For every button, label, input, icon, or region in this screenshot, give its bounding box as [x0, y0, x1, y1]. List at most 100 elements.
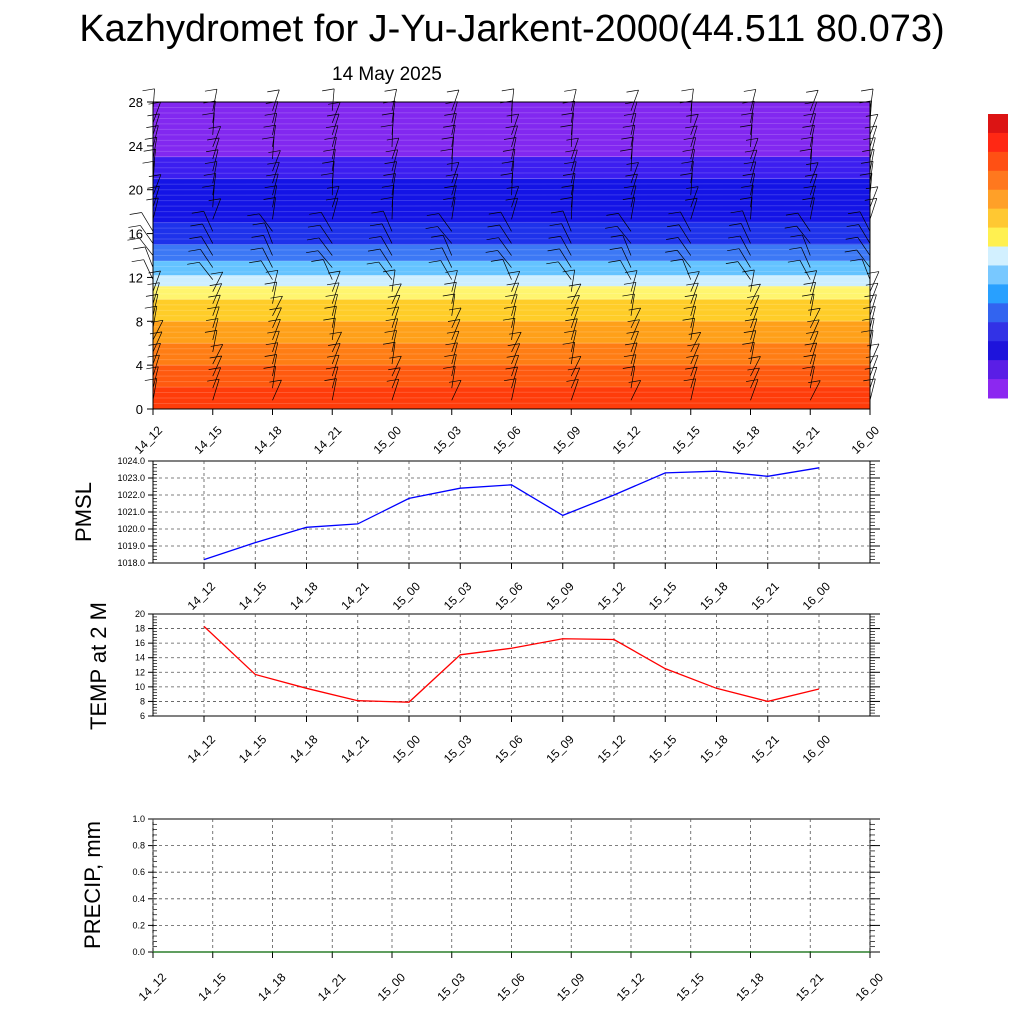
wind-barb-flag: [866, 271, 880, 274]
y-axis-label: PRECIP, mm: [80, 821, 105, 949]
wind-barb-flag: [548, 235, 561, 239]
x-tick-label: 15_06: [492, 732, 526, 766]
wind-barb-flag: [506, 186, 519, 189]
wind-barb: [437, 226, 453, 244]
contour-line: [152, 210, 871, 213]
wind-barb: [379, 248, 393, 268]
wind-barb: [809, 270, 818, 292]
wind-barb: [690, 332, 702, 353]
wind-barb-flag: [745, 306, 759, 310]
wind-barb-flag: [146, 125, 159, 128]
wind-barb: [630, 185, 637, 208]
wind-barb-flag: [610, 234, 623, 238]
wind-barb: [380, 236, 393, 256]
y-tick-label: 20: [135, 609, 145, 619]
wind-barb-flag: [785, 212, 799, 216]
wind-barb-flag: [784, 225, 797, 229]
wind-barb: [212, 173, 217, 196]
wind-barb-flag: [209, 355, 222, 359]
contour-line: [152, 106, 871, 108]
wind-barb-flag: [550, 210, 564, 214]
wind-barb: [690, 271, 700, 292]
wind-barb-flag: [367, 248, 381, 252]
wind-barb-flag: [127, 237, 140, 241]
wind-barb: [802, 234, 811, 256]
wind-barb: [690, 294, 698, 316]
wind-barb: [559, 248, 572, 268]
wind-barb: [212, 198, 221, 220]
y-axis-label: TEMP at 2 M: [86, 602, 111, 730]
contour-line: [152, 221, 871, 224]
wind-barb-flag: [505, 366, 518, 370]
wind-barb: [272, 101, 279, 123]
wind-barb-flag: [270, 295, 283, 299]
wind-barb-flag: [790, 234, 803, 238]
wind-barb: [212, 89, 218, 111]
wind-barb-flag: [667, 224, 680, 228]
wind-barb-flag: [686, 186, 699, 189]
wind-barb-flag: [263, 366, 276, 369]
wind-barb: [738, 248, 751, 268]
contour-line: [152, 281, 871, 284]
wind-barb-flag: [863, 378, 876, 382]
wind-barb: [451, 137, 455, 160]
wind-barb-flag: [507, 270, 520, 274]
wind-barb: [438, 213, 453, 232]
wind-barb: [690, 367, 698, 389]
x-tick-label: 14_15: [236, 579, 270, 613]
wind-barb: [511, 125, 518, 148]
wind-barb: [272, 125, 276, 148]
wind-barb: [690, 378, 697, 401]
wind-barb: [391, 112, 395, 135]
wind-barb: [570, 318, 578, 341]
wind-barb-flag: [803, 185, 816, 189]
heatmap-band: [153, 286, 870, 300]
wind-barb-flag: [505, 125, 518, 129]
wind-barb: [690, 186, 699, 208]
wind-barb: [331, 88, 335, 111]
wind-barb-flag: [606, 213, 619, 216]
x-tick-label: 14_15: [236, 732, 270, 766]
wind-barb: [451, 125, 456, 148]
x-tick-label: 15_06: [492, 579, 526, 613]
wind-barb-flag: [323, 148, 336, 152]
wind-barb: [796, 225, 811, 244]
x-tick-label: 15_03: [441, 579, 475, 613]
wind-barb-flag: [446, 89, 459, 93]
wind-barb-flag: [863, 306, 876, 309]
wind-barb: [511, 149, 516, 172]
wind-barb-flag: [748, 283, 761, 287]
wind-barb: [331, 137, 337, 160]
wind-barb-flag: [329, 331, 342, 335]
wind-barb: [809, 185, 816, 208]
wind-barb: [869, 186, 879, 208]
wind-barb-flag: [189, 236, 202, 239]
wind-barb-flag: [389, 355, 402, 359]
wind-barb-flag: [861, 88, 874, 92]
wind-barb: [140, 225, 154, 244]
wind-barb-flag: [806, 331, 819, 334]
wind-barb: [630, 331, 639, 353]
y-tick-label: 10: [135, 682, 145, 692]
wind-barb: [331, 197, 339, 220]
y-tick-label: 8: [140, 696, 145, 706]
wind-barb-flag: [366, 261, 379, 265]
wind-barb-flag: [326, 354, 340, 358]
wind-barb-flag: [561, 185, 574, 188]
heatmap-band: [153, 102, 870, 157]
x-tick-label: 16_00: [849, 423, 883, 457]
x-tick-label: 15_03: [430, 423, 464, 457]
wind-barb-flag: [605, 225, 618, 229]
wind-barb: [391, 283, 402, 304]
wind-barb: [152, 270, 161, 292]
x-tick-label: 15_09: [543, 732, 577, 766]
wind-barb: [331, 318, 336, 340]
colorbar-swatch: [988, 208, 1008, 229]
wind-barb: [511, 137, 517, 160]
wind-barb: [391, 342, 396, 365]
wind-barb: [498, 237, 512, 256]
y-tick-label: 1022.0: [117, 490, 145, 500]
contour-line: [152, 177, 871, 180]
wind-barb: [391, 330, 397, 353]
wind-barb-flag: [745, 137, 759, 141]
